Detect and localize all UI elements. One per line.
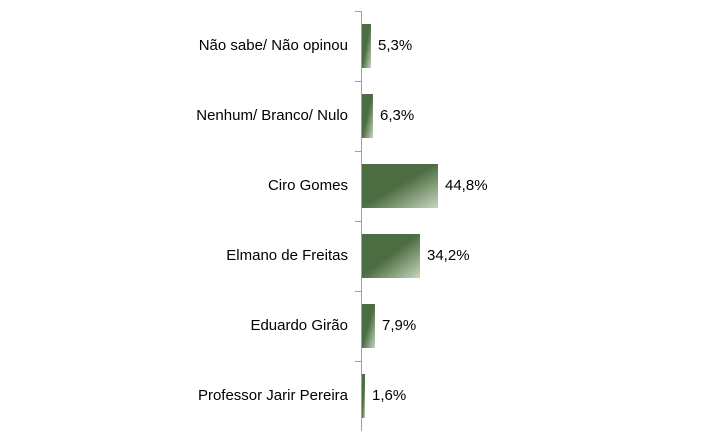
bar [362, 24, 371, 68]
category-label: Ciro Gomes [267, 177, 348, 194]
axis-tick [355, 221, 361, 222]
category-label: Eduardo Girão [250, 317, 348, 334]
value-label: 6,3% [380, 107, 415, 124]
value-label: 7,9% [382, 317, 417, 334]
axis-tick [355, 11, 361, 12]
axis-tick [355, 151, 361, 152]
category-axis-line [361, 11, 362, 431]
category-label: Elmano de Freitas [226, 247, 348, 264]
bar [362, 304, 375, 348]
category-label: Não sabe/ Não opinou [198, 37, 348, 54]
value-label: 34,2% [427, 247, 470, 264]
axis-tick [355, 291, 361, 292]
bar [362, 374, 365, 418]
axis-tick [355, 81, 361, 82]
bar [362, 234, 420, 278]
bar [362, 164, 438, 208]
value-label: 1,6% [372, 387, 407, 404]
category-label: Nenhum/ Branco/ Nulo [196, 107, 348, 124]
bar [362, 94, 373, 138]
category-label: Professor Jarir Pereira [197, 387, 348, 404]
value-label: 5,3% [378, 37, 413, 54]
value-label: 44,8% [445, 177, 488, 194]
axis-tick [355, 361, 361, 362]
